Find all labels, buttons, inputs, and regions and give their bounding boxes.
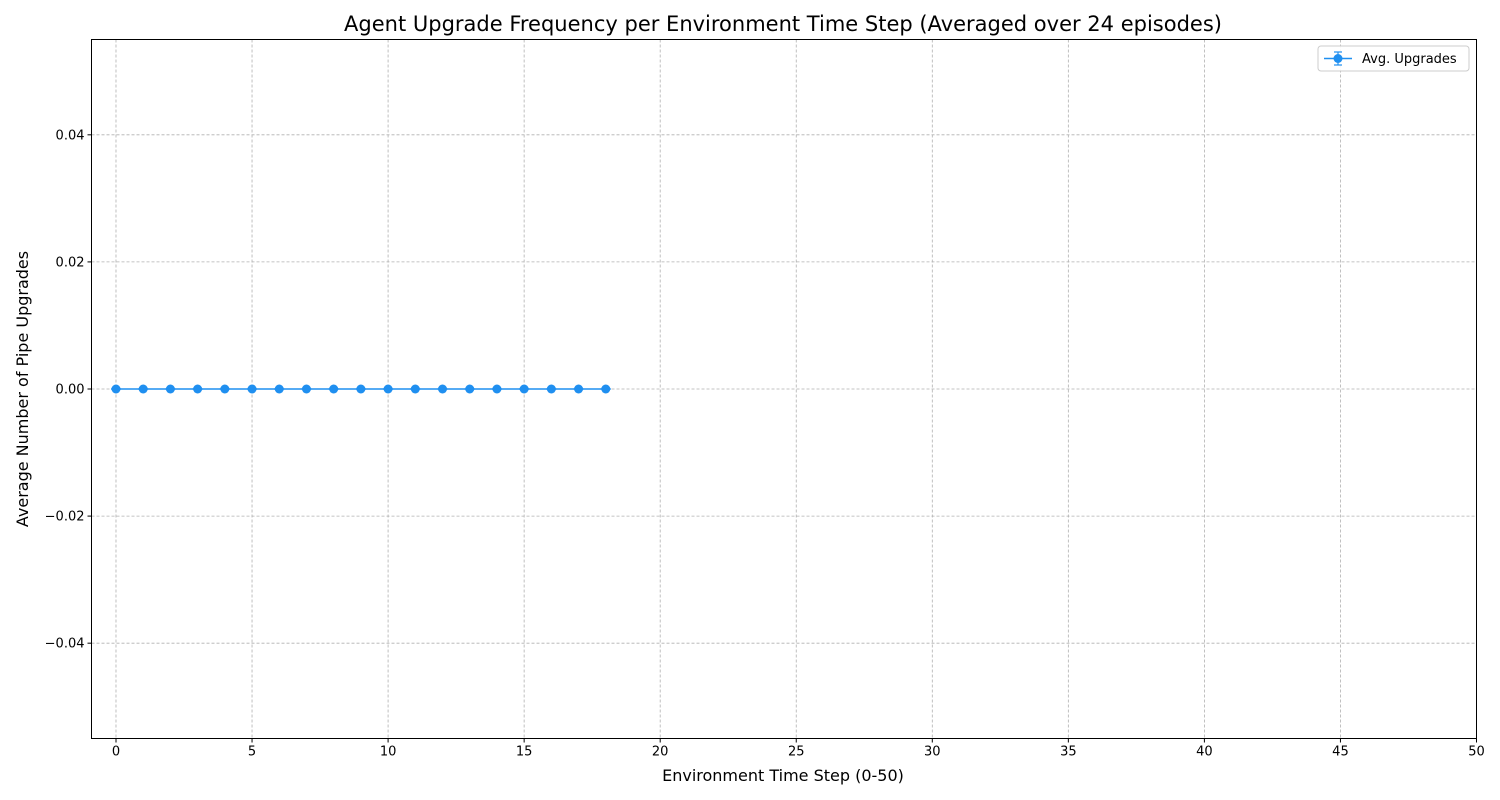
x-tick-label: 45 — [1332, 745, 1349, 760]
x-tick-label: 0 — [112, 745, 120, 760]
series-layer — [110, 384, 611, 394]
data-point — [301, 384, 311, 394]
data-point — [519, 384, 529, 394]
x-tick-label: 10 — [380, 745, 397, 760]
x-tick-label: 40 — [1196, 745, 1213, 760]
legend-box — [1317, 45, 1470, 72]
data-point — [601, 384, 611, 394]
data-point — [274, 384, 284, 394]
data-point — [356, 384, 366, 394]
legend: Avg. Upgrades — [1317, 45, 1470, 72]
y-tick-label: 0.04 — [56, 128, 85, 143]
data-point — [438, 384, 448, 394]
data-point — [165, 384, 175, 394]
data-point — [247, 384, 257, 394]
x-tick-label: 15 — [516, 745, 533, 760]
x-tick-label: 30 — [924, 745, 941, 760]
data-point — [492, 384, 502, 394]
y-tick-label: 0.02 — [56, 255, 85, 270]
x-tick-label: 35 — [1060, 745, 1077, 760]
data-point — [220, 384, 230, 394]
y-tick-label: −0.02 — [45, 510, 85, 525]
data-point — [193, 384, 203, 394]
y-axis: −0.04 −0.02 0.00 0.02 0.04 — [45, 128, 92, 652]
legend-label: Avg. Upgrades — [1362, 52, 1457, 67]
data-point — [329, 384, 339, 394]
x-axis: 0 5 10 15 20 25 30 35 40 45 50 — [112, 738, 1485, 760]
x-tick-label: 50 — [1468, 745, 1485, 760]
data-point — [410, 384, 420, 394]
x-tick-label: 5 — [248, 745, 256, 760]
y-tick-label: 0.00 — [56, 383, 85, 398]
x-tick-label: 20 — [652, 745, 669, 760]
x-axis-label: Environment Time Step (0-50) — [662, 766, 904, 785]
data-point — [546, 384, 556, 394]
data-point — [111, 384, 121, 394]
chart-title: Agent Upgrade Frequency per Environment … — [344, 12, 1222, 36]
x-tick-label: 25 — [788, 745, 805, 760]
data-point — [138, 384, 148, 394]
legend-point-marker — [1333, 54, 1343, 63]
y-tick-label: −0.04 — [45, 637, 85, 652]
data-point — [383, 384, 393, 394]
y-axis-label: Average Number of Pipe Upgrades — [13, 251, 32, 527]
data-point — [574, 384, 584, 394]
data-point — [465, 384, 475, 394]
